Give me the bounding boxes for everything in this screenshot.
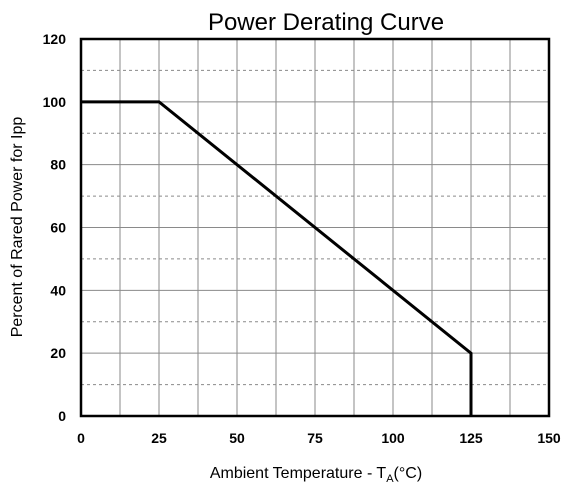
x-axis-label-subscript: A [386, 473, 394, 485]
y-tick-label: 100 [43, 94, 67, 110]
y-tick-label: 0 [58, 408, 66, 424]
x-tick-label: 0 [77, 430, 85, 446]
y-axis-tick-labels: 0 20 40 60 80 100 120 [43, 31, 67, 424]
x-tick-label: 25 [151, 430, 167, 446]
plot-area-border [79, 37, 551, 418]
x-axis-tick-labels: 0 25 50 75 100 125 150 [77, 430, 561, 446]
x-tick-label: 150 [537, 430, 561, 446]
x-axis-label-main: Ambient Temperature - T [210, 465, 387, 482]
y-tick-label: 60 [50, 220, 66, 236]
y-tick-label: 20 [50, 345, 66, 361]
x-axis-label-unit: (°C) [394, 465, 423, 482]
x-axis-label: Ambient Temperature - TA(°C) [210, 465, 422, 485]
x-tick-label: 75 [307, 430, 323, 446]
y-tick-label: 40 [50, 282, 66, 298]
chart-title: Power Derating Curve [208, 9, 444, 36]
x-tick-label: 50 [229, 430, 245, 446]
derating-curve-group [81, 100, 473, 416]
y-tick-label: 120 [43, 31, 67, 47]
x-tick-label: 100 [381, 430, 405, 446]
derating-curve-line [81, 100, 473, 416]
y-axis-label: Percent of Rared Power for Ipp [9, 117, 26, 338]
y-tick-label: 80 [50, 157, 66, 173]
x-tick-label: 125 [459, 430, 483, 446]
